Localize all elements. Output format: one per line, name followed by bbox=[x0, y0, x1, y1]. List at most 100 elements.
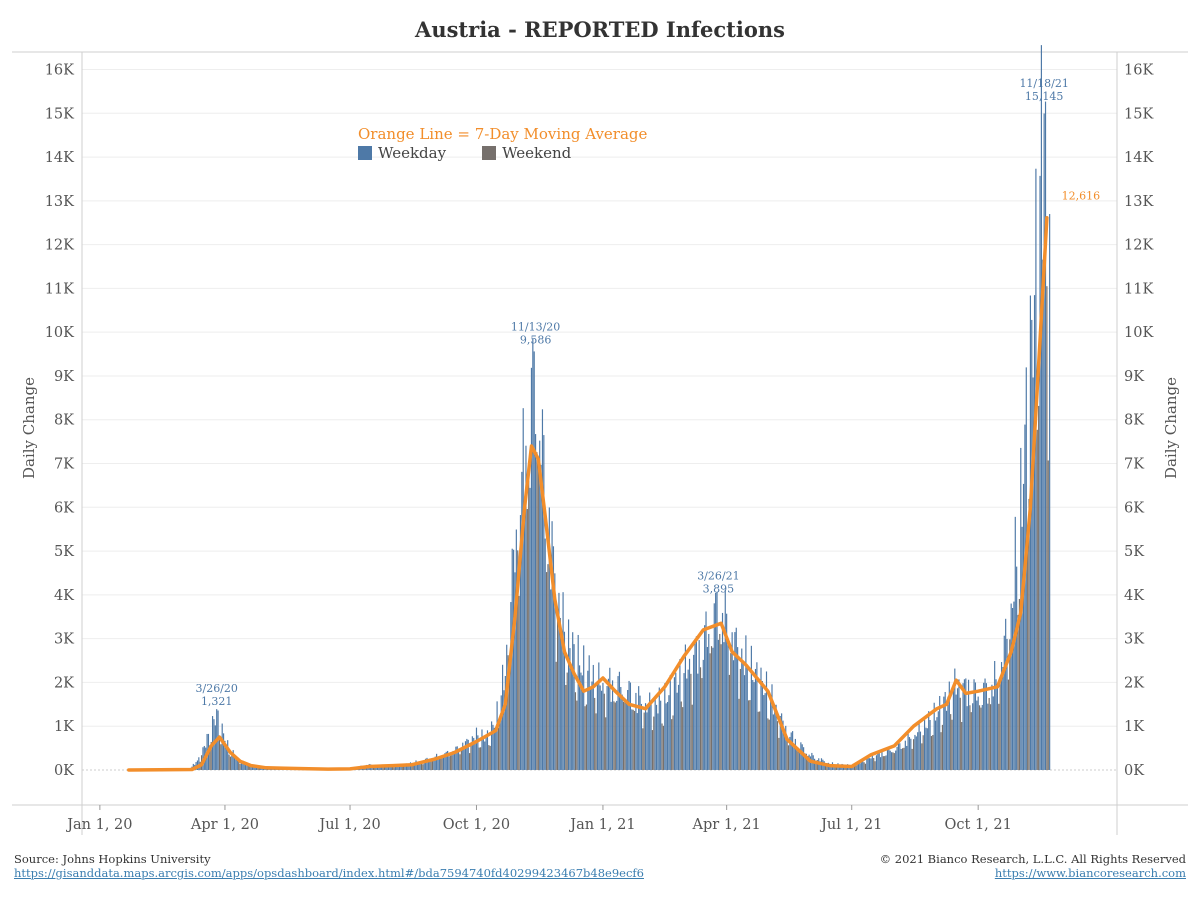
daily-bars bbox=[128, 45, 1051, 771]
daily-bar bbox=[754, 668, 757, 770]
daily-bar bbox=[803, 747, 805, 770]
daily-bar bbox=[1000, 662, 1003, 770]
daily-bar bbox=[609, 667, 611, 770]
daily-bar bbox=[246, 764, 248, 770]
daily-bar bbox=[463, 748, 465, 770]
daily-bar bbox=[1013, 601, 1015, 770]
daily-bar bbox=[728, 674, 730, 770]
daily-bar bbox=[834, 766, 836, 770]
daily-bar bbox=[489, 745, 491, 770]
daily-bar bbox=[996, 686, 999, 770]
y-tick-label-left: 8K bbox=[54, 413, 75, 429]
daily-bar bbox=[606, 686, 608, 770]
daily-bar bbox=[925, 727, 927, 770]
daily-bar bbox=[739, 668, 741, 770]
daily-bar bbox=[710, 646, 713, 770]
daily-bar bbox=[684, 644, 686, 770]
daily-bar bbox=[1029, 295, 1031, 770]
annotation-date-label: 11/13/20 bbox=[511, 320, 560, 333]
daily-bar bbox=[562, 592, 564, 770]
daily-bar bbox=[782, 720, 784, 770]
daily-bar bbox=[464, 741, 467, 770]
daily-bar bbox=[984, 678, 986, 770]
daily-bar bbox=[770, 697, 772, 770]
daily-bar bbox=[631, 709, 633, 770]
daily-bar bbox=[567, 619, 570, 770]
daily-bar bbox=[550, 589, 552, 770]
daily-bar bbox=[1031, 319, 1033, 770]
daily-bar bbox=[539, 440, 541, 770]
daily-bar bbox=[552, 546, 555, 770]
daily-bar bbox=[967, 679, 970, 770]
daily-bar bbox=[1011, 607, 1014, 770]
daily-bar bbox=[1043, 113, 1045, 770]
daily-bar bbox=[672, 715, 674, 770]
daily-bar bbox=[492, 724, 494, 770]
daily-bar bbox=[473, 737, 475, 770]
daily-bar bbox=[757, 711, 759, 770]
daily-bar bbox=[789, 736, 791, 770]
y-axis-left: 0K 1K 2K 3K 4K 5K 6K 7K 8K 9K 10K 11K 12K 13K 14K 15K 16… bbox=[45, 63, 75, 779]
daily-bar bbox=[980, 707, 982, 770]
daily-bar bbox=[478, 747, 480, 770]
daily-bar bbox=[884, 756, 886, 770]
daily-bar bbox=[416, 762, 418, 770]
daily-bar bbox=[1028, 498, 1030, 770]
daily-bar bbox=[533, 351, 535, 770]
daily-bar bbox=[1005, 618, 1007, 770]
daily-bar bbox=[907, 732, 909, 770]
y-tick-label-right: 4K bbox=[1124, 588, 1145, 604]
daily-bar bbox=[743, 675, 746, 770]
daily-bar bbox=[704, 625, 706, 770]
daily-bar bbox=[198, 757, 200, 770]
daily-bar bbox=[919, 731, 922, 770]
daily-bar bbox=[236, 757, 238, 770]
site-link[interactable]: https://www.biancoresearch.com bbox=[994, 866, 1186, 880]
daily-bar bbox=[433, 759, 435, 770]
daily-bar bbox=[244, 764, 247, 770]
daily-bar bbox=[977, 696, 979, 770]
daily-bar bbox=[955, 694, 957, 770]
daily-bar bbox=[1002, 667, 1004, 770]
daily-bar bbox=[778, 737, 780, 770]
daily-bar bbox=[735, 627, 737, 770]
daily-bar bbox=[731, 632, 733, 770]
daily-bar bbox=[427, 760, 429, 770]
daily-bar bbox=[873, 758, 875, 770]
daily-bar bbox=[973, 679, 975, 770]
daily-bar bbox=[690, 673, 692, 770]
daily-bar bbox=[933, 702, 935, 770]
daily-bar bbox=[926, 728, 928, 770]
daily-bar bbox=[904, 740, 906, 770]
daily-bar bbox=[921, 743, 923, 770]
daily-bar bbox=[890, 752, 893, 770]
daily-bar bbox=[249, 766, 251, 770]
legend-label-weekday: Weekday bbox=[378, 144, 447, 162]
daily-bar bbox=[221, 723, 223, 770]
daily-bar bbox=[573, 644, 575, 770]
daily-bar bbox=[760, 667, 762, 770]
daily-bar bbox=[644, 703, 647, 770]
daily-bar bbox=[746, 667, 748, 770]
daily-bar bbox=[885, 755, 887, 770]
daily-bar bbox=[577, 634, 579, 770]
daily-bar bbox=[896, 746, 898, 770]
source-link[interactable]: https://gisanddata.maps.arcgis.com/apps/… bbox=[14, 866, 644, 880]
daily-bar bbox=[669, 674, 671, 770]
daily-bar bbox=[407, 764, 409, 770]
daily-bar bbox=[426, 757, 428, 770]
daily-bar bbox=[939, 695, 941, 770]
daily-bar bbox=[1038, 405, 1040, 770]
daily-bar bbox=[462, 742, 464, 770]
daily-bar bbox=[693, 654, 695, 770]
daily-bar bbox=[934, 720, 937, 770]
daily-bar bbox=[614, 702, 616, 770]
daily-bar bbox=[930, 736, 933, 770]
y-tick-label-left: 6K bbox=[54, 500, 75, 516]
daily-bar bbox=[903, 747, 905, 770]
daily-bar bbox=[227, 740, 229, 770]
daily-bar bbox=[992, 696, 994, 770]
daily-bar bbox=[914, 734, 916, 770]
daily-bar bbox=[981, 704, 983, 770]
